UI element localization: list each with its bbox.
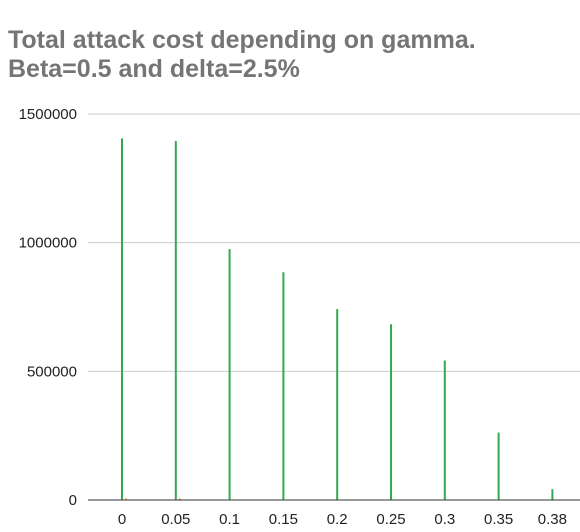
x-tick-label: 0.3 xyxy=(434,511,455,528)
gridlines xyxy=(88,113,580,372)
bar-series-1 xyxy=(178,498,181,500)
y-tick-label: 1500000 xyxy=(19,106,77,123)
x-tick-label: 0 xyxy=(118,511,126,528)
x-axis-ticks: 0 0.05 0.1 0.15 0.2 0.25 0.3 0.35 0.38 xyxy=(118,511,567,528)
bar-series-0 xyxy=(228,249,231,500)
bar-series-0 xyxy=(336,309,339,500)
bar-series-0 xyxy=(390,324,392,500)
chart-title-line-2: Beta=0.5 and delta=2.5% xyxy=(8,55,300,83)
y-axis-ticks: 0 500000 1000000 1500000 xyxy=(19,106,77,509)
bar-series-0 xyxy=(174,141,177,500)
bar-series-0 xyxy=(443,360,446,500)
bar-series-0 xyxy=(282,272,285,500)
bar-series-0 xyxy=(121,138,123,501)
x-tick-label: 0.1 xyxy=(219,511,240,528)
bar-series-0 xyxy=(497,432,500,500)
bar-series-0 xyxy=(551,489,554,500)
chart-title: Total attack cost depending on gamma. Be… xyxy=(8,26,576,84)
x-tick-label: 0.25 xyxy=(376,511,405,528)
x-tick-label: 0.38 xyxy=(538,511,567,528)
y-tick-label: 0 xyxy=(69,492,77,509)
bar-series-1 xyxy=(125,498,127,500)
x-tick-label: 0.35 xyxy=(484,511,513,528)
bars xyxy=(121,138,554,501)
x-tick-label: 0.2 xyxy=(327,511,348,528)
chart-title-line-1: Total attack cost depending on gamma. xyxy=(8,26,476,54)
x-tick-label: 0.05 xyxy=(161,511,190,528)
y-tick-label: 1000000 xyxy=(19,235,77,252)
y-tick-label: 500000 xyxy=(27,363,77,380)
x-tick-label: 0.15 xyxy=(269,511,298,528)
